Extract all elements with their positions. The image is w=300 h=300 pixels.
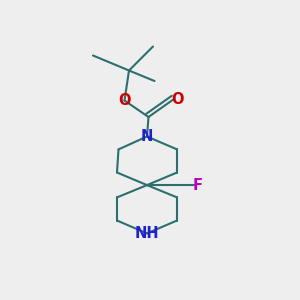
Text: NH: NH: [135, 226, 159, 241]
Text: O: O: [171, 92, 184, 106]
Text: O: O: [118, 93, 131, 108]
Text: F: F: [193, 178, 203, 193]
Text: N: N: [141, 129, 153, 144]
